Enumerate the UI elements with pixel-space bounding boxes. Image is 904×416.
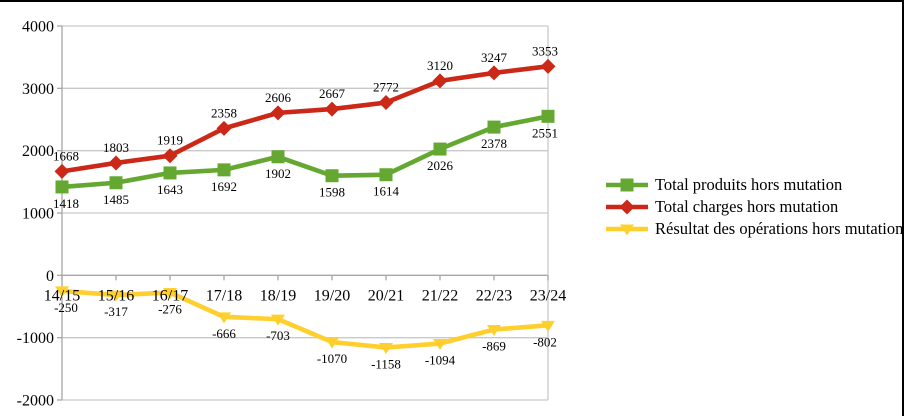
y-axis-label: 2000 xyxy=(22,143,54,160)
chart-legend: Total produits hors mutation Total charg… xyxy=(605,174,904,240)
data-label: 1692 xyxy=(211,179,237,194)
diamond-marker-icon xyxy=(108,155,124,171)
diamond-marker-icon xyxy=(432,73,448,89)
data-label: 2772 xyxy=(373,80,399,95)
triangle-down-marker-icon xyxy=(55,286,69,298)
diamond-marker-icon xyxy=(324,101,340,117)
legend-label-resultat-operations: Résultat des opérations hors mutation xyxy=(655,219,904,238)
data-label: 1643 xyxy=(157,182,183,197)
data-label: 3120 xyxy=(427,58,453,73)
x-axis-label: 14/15 xyxy=(44,287,80,304)
x-axis-label: 18/19 xyxy=(260,287,296,304)
data-label: 1803 xyxy=(103,140,129,155)
series-line-0 xyxy=(61,114,549,190)
triangle-down-marker-icon xyxy=(217,312,231,324)
triangle-down-marker-icon xyxy=(163,288,177,300)
x-axis-label: 22/23 xyxy=(476,287,512,304)
square-marker-icon xyxy=(55,180,69,194)
diamond-marker-icon xyxy=(486,65,502,81)
x-axis-label: 16/17 xyxy=(152,287,188,304)
triangle-down-marker-icon xyxy=(541,320,555,332)
square-marker-icon xyxy=(620,178,634,192)
data-label: 2606 xyxy=(265,90,292,105)
legend-label-total-charges: Total charges hors mutation xyxy=(655,197,839,216)
square-marker-icon xyxy=(217,163,231,177)
y-axis-label: -2000 xyxy=(17,393,54,410)
diamond-marker-icon xyxy=(216,120,232,136)
triangle-down-marker-icon xyxy=(487,325,501,337)
legend-swatch-yellow-triangle-icon xyxy=(606,224,648,236)
legend-item-total-charges: Total charges hors mutation xyxy=(605,196,902,218)
legend-swatch-green-square-icon xyxy=(606,178,648,192)
triangle-down-marker-icon xyxy=(433,339,447,351)
diamond-marker-icon xyxy=(162,148,178,164)
x-axis-label: 19/20 xyxy=(314,287,350,304)
diamond-marker-icon xyxy=(378,95,394,111)
data-label: 1902 xyxy=(265,166,291,181)
legend-item-total-produits: Total produits hors mutation xyxy=(605,174,902,196)
square-marker-icon xyxy=(541,109,555,123)
data-label: 2551 xyxy=(532,125,558,140)
x-axis-label: 15/16 xyxy=(98,287,134,304)
x-axis-label: 23/24 xyxy=(530,287,566,304)
data-label: -250 xyxy=(54,300,78,315)
x-axis-label: 17/18 xyxy=(206,287,242,304)
data-label: -1094 xyxy=(425,353,456,368)
data-label: -703 xyxy=(266,328,290,343)
data-label: -1158 xyxy=(371,357,401,372)
data-label: 1668 xyxy=(53,148,79,163)
triangle-down-marker-icon xyxy=(271,314,285,326)
square-marker-icon xyxy=(433,142,447,156)
data-label: -317 xyxy=(104,304,128,319)
data-label: 1485 xyxy=(103,192,129,207)
triangle-down-marker-icon xyxy=(379,343,393,355)
square-marker-icon xyxy=(487,120,501,134)
data-label: 1919 xyxy=(157,133,183,148)
legend-item-resultat-operations: Résultat des opérations hors mutation xyxy=(605,218,904,240)
diamond-marker-icon xyxy=(270,105,286,121)
square-marker-icon xyxy=(379,168,393,182)
diamond-marker-icon xyxy=(54,163,70,179)
legend-swatch-red-diamond-icon xyxy=(606,199,648,215)
series-line-2 xyxy=(61,288,549,350)
data-label: 2667 xyxy=(319,86,346,101)
triangle-down-marker-icon xyxy=(109,290,123,302)
data-label: -802 xyxy=(533,334,557,349)
data-label: -1070 xyxy=(317,351,347,366)
y-axis-label: -1000 xyxy=(17,330,54,347)
data-label: 2026 xyxy=(427,158,454,173)
triangle-down-marker-icon xyxy=(620,224,634,236)
square-marker-icon xyxy=(271,150,285,164)
data-label: -666 xyxy=(212,326,236,341)
series-line-1 xyxy=(61,64,549,174)
data-label: 1614 xyxy=(373,184,400,199)
data-label: -276 xyxy=(158,302,182,317)
x-axis-label: 21/22 xyxy=(422,287,458,304)
data-label: 1418 xyxy=(53,196,79,211)
diamond-marker-icon xyxy=(540,58,556,74)
data-label: 2378 xyxy=(481,136,507,151)
y-axis-label: 3000 xyxy=(22,81,54,98)
data-label: 3353 xyxy=(532,43,558,58)
legend-label-total-produits: Total produits hors mutation xyxy=(655,175,843,194)
square-marker-icon xyxy=(163,166,177,180)
triangle-down-marker-icon xyxy=(325,337,339,349)
x-axis-label: 20/21 xyxy=(368,287,404,304)
data-label: 2358 xyxy=(211,105,237,120)
y-axis-label: 1000 xyxy=(22,206,54,223)
y-axis-label: 4000 xyxy=(22,19,54,36)
square-marker-icon xyxy=(325,169,339,183)
square-marker-icon xyxy=(109,176,123,190)
diamond-marker-icon xyxy=(619,199,635,215)
data-label: 3247 xyxy=(481,50,508,65)
data-label: 1598 xyxy=(319,185,345,200)
y-axis-label: 0 xyxy=(46,268,54,285)
data-label: -869 xyxy=(482,339,506,354)
